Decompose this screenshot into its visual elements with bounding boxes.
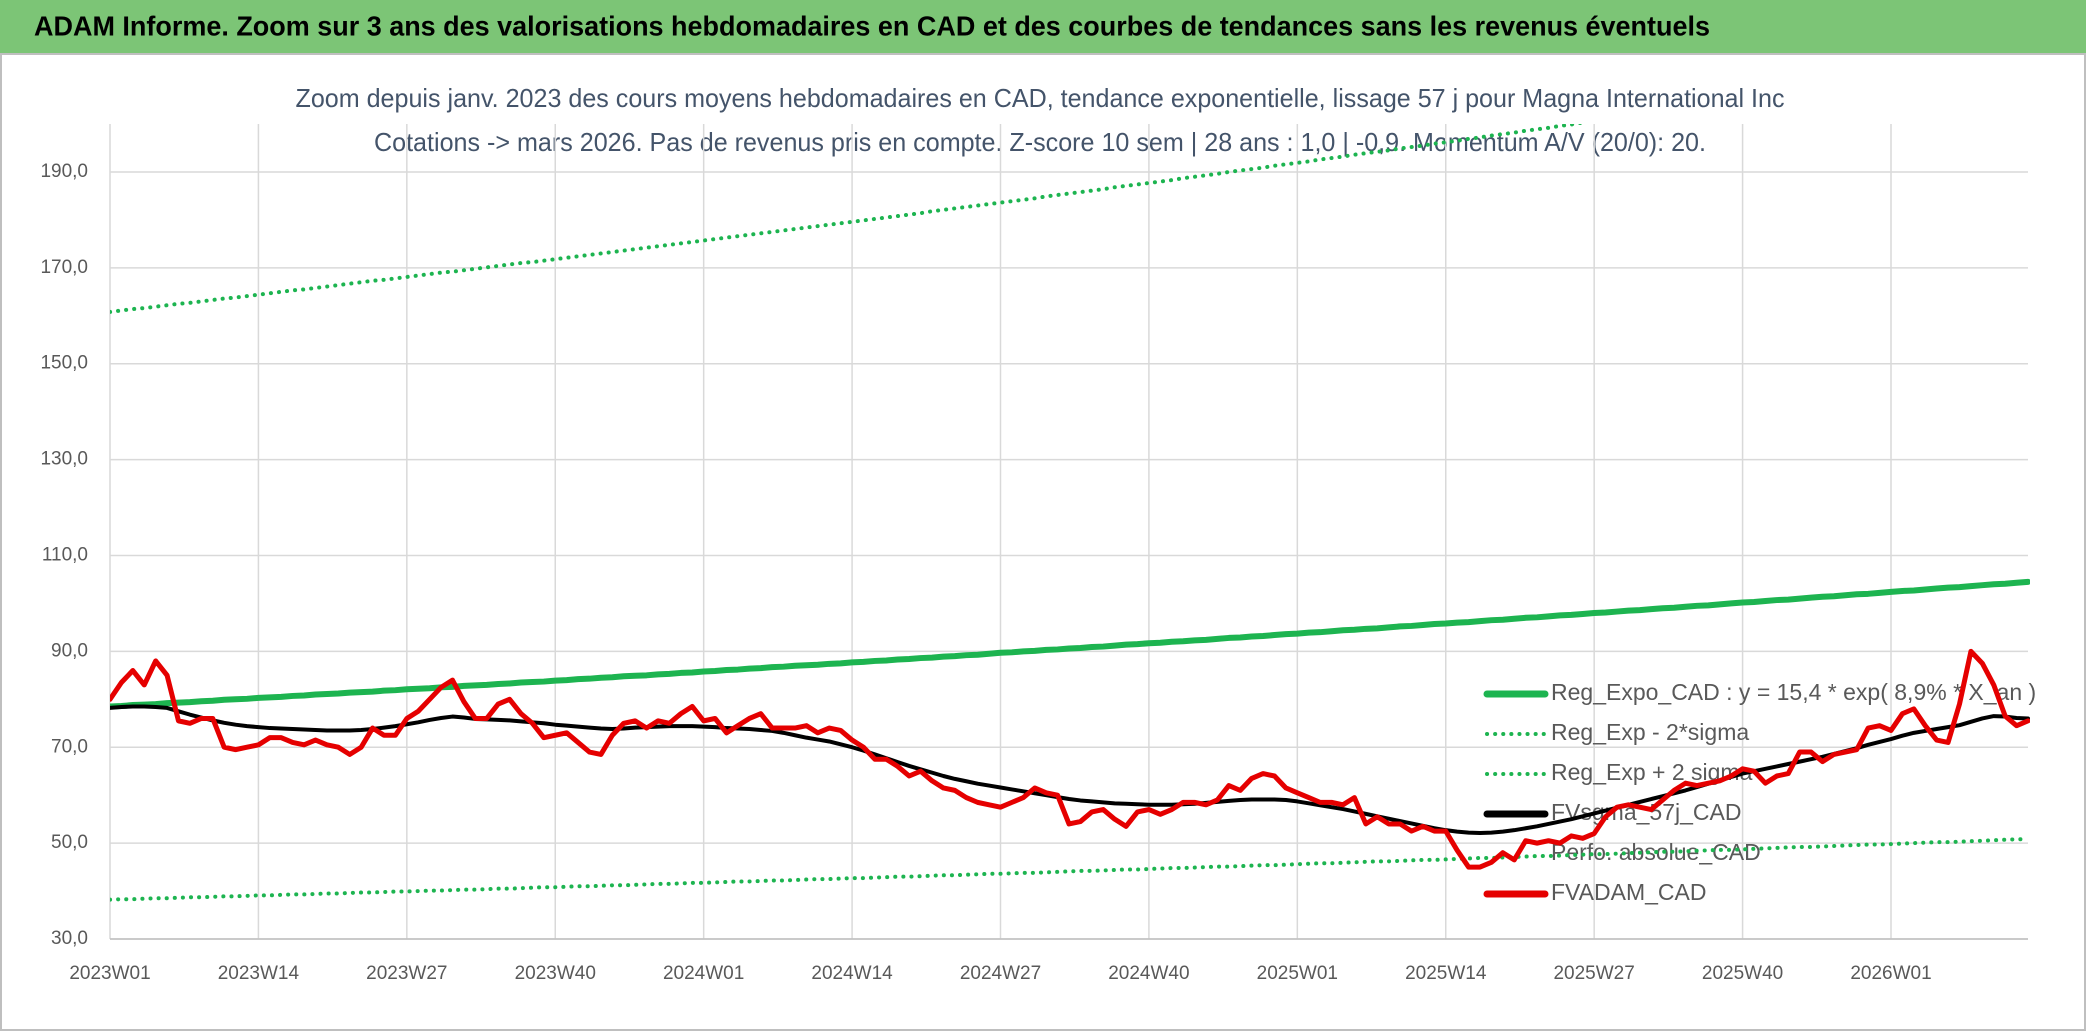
series-line [110, 578, 2030, 710]
header-bar [0, 0, 2086, 54]
x-tick-label: 2025W14 [1405, 963, 1487, 984]
y-tick-label: 90,0 [51, 640, 88, 661]
chart-frame [0, 53, 2086, 1031]
x-tick-label: 2024W27 [960, 963, 1041, 984]
x-tick-label: 2023W01 [69, 963, 150, 984]
legend-label: FVADAM_CAD [1551, 879, 1707, 905]
y-tick-label: 110,0 [42, 544, 88, 565]
x-tick-label: 2023W14 [218, 963, 300, 984]
chart-subtitle: Cotations -> mars 2026. Pas de revenus p… [374, 127, 1706, 157]
chart-title: ADAM Informe. Zoom sur 3 ans des valoris… [34, 10, 1710, 41]
x-tick-label: 2023W40 [515, 963, 596, 984]
x-tick-label: 2024W40 [1108, 963, 1189, 984]
x-tick-label: 2026W01 [1850, 963, 1931, 984]
legend-label: FVsgma_57j_CAD [1551, 799, 1741, 825]
y-tick-label: 190,0 [40, 161, 88, 182]
x-tick-label: 2024W14 [811, 963, 893, 984]
y-tick-label: 70,0 [51, 736, 88, 757]
x-tick-label: 2025W01 [1257, 963, 1338, 984]
y-tick-label: 130,0 [40, 449, 88, 470]
legend-label: Reg_Exp - 2*sigma [1551, 719, 1749, 745]
y-tick-label: 50,0 [51, 832, 88, 853]
x-tick-label: 2025W40 [1702, 963, 1783, 984]
x-tick-label: 2023W27 [366, 963, 447, 984]
y-tick-label: 150,0 [40, 353, 88, 374]
series-line [110, 648, 2030, 870]
y-tick-label: 30,0 [51, 928, 88, 949]
legend-label: Reg_Expo_CAD : y = 15,4 * exp( 8,9% * X_… [1551, 679, 2036, 705]
x-tick-label: 2025W27 [1553, 963, 1634, 984]
x-tick-label: 2024W01 [663, 963, 744, 984]
y-tick-label: 170,0 [40, 257, 88, 278]
chart-subtitle: Zoom depuis janv. 2023 des cours moyens … [296, 83, 1785, 113]
